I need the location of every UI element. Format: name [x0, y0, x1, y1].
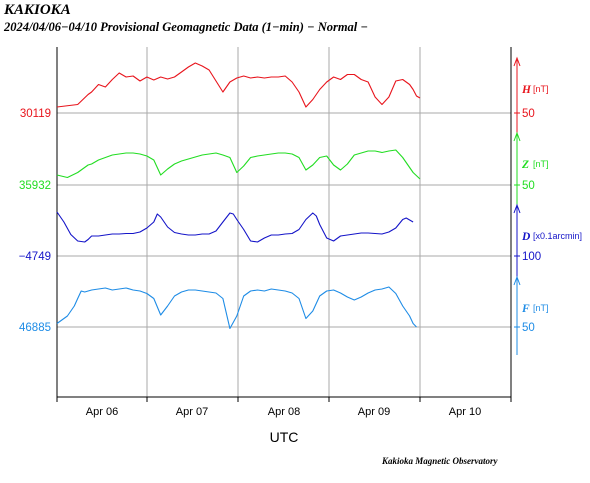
series-F-baseline-label: 46885 — [19, 322, 51, 334]
observatory-credit: Kakioka Magnetic Observatory — [382, 456, 498, 466]
x-tick-label-1: Apr 07 — [176, 406, 208, 418]
series-H-unit: [nT] — [533, 84, 549, 94]
series-D-scale-arrow — [513, 203, 521, 214]
series-D-scale-value: 100 — [522, 251, 541, 263]
series-F-unit: [nT] — [533, 303, 549, 313]
series-Z-name: Z — [521, 159, 529, 171]
x-axis-label: UTC — [270, 429, 299, 445]
x-tick-label-2: Apr 08 — [268, 406, 300, 418]
plot-subtitle: 2024/04/06−04/10 Provisional Geomagnetic… — [4, 20, 368, 34]
series-H-name: H — [521, 84, 532, 96]
series-Z-scale-value: 50 — [522, 180, 535, 192]
series-Z-scale-arrow — [513, 131, 521, 142]
series-F-scale-value: 50 — [522, 322, 535, 334]
plot-grid — [57, 47, 511, 397]
series-F-scale-arrow — [513, 275, 521, 286]
series-H-scale-value: 50 — [522, 108, 535, 120]
series-F-name: F — [521, 303, 530, 315]
plot-axes — [56, 47, 521, 402]
series-D-unit: [x0.1arcmin] — [533, 231, 582, 241]
series-D-baseline-label: −4749 — [19, 251, 51, 263]
series-Z-baseline-label: 35932 — [19, 180, 51, 192]
x-tick-label-0: Apr 06 — [86, 406, 118, 418]
series-H-scale-arrow — [513, 56, 521, 67]
series-H-line — [56, 62, 421, 108]
series-D-name: D — [521, 231, 531, 243]
station-name: KAKIOKA — [4, 2, 71, 18]
x-tick-label-3: Apr 09 — [358, 406, 390, 418]
series-layer — [56, 62, 421, 330]
series-H-baseline-label: 30119 — [20, 108, 51, 120]
series-D-line — [56, 211, 414, 243]
axis-labels: Apr 06 Apr 07 Apr 08 Apr 09 Apr 10UTC30119H[… — [19, 84, 582, 445]
x-tick-label-4: Apr 10 — [449, 406, 481, 418]
series-Z-line — [56, 149, 421, 180]
series-Z-unit: [nT] — [533, 159, 549, 169]
series-F-line — [56, 286, 417, 330]
